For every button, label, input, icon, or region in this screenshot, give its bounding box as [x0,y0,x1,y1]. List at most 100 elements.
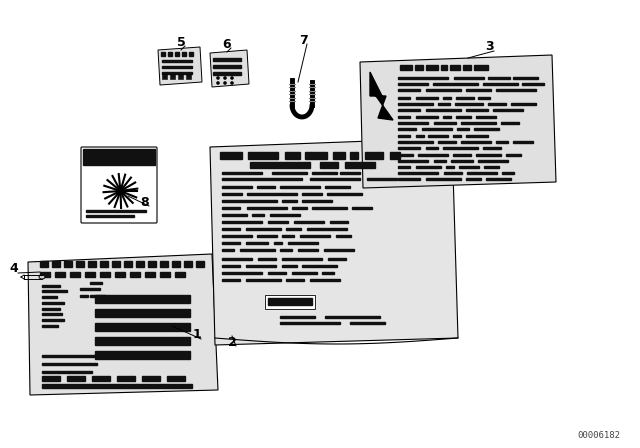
Bar [324,249,354,251]
Bar [42,355,102,358]
Bar [222,207,240,210]
Bar [184,261,192,267]
Bar [240,249,275,251]
Bar [302,193,322,195]
Bar [459,166,479,168]
Bar [506,154,521,156]
Bar [294,221,324,224]
Bar [426,109,461,112]
Bar [466,178,481,181]
Bar [438,103,450,105]
Bar [478,97,490,99]
Bar [398,109,420,112]
Bar [265,295,315,309]
Bar [426,147,438,150]
Bar [160,261,168,267]
Ellipse shape [39,275,45,279]
Text: 6: 6 [223,38,231,51]
Bar [40,261,48,267]
Bar [434,122,456,125]
Bar [247,207,287,210]
Bar [280,316,315,319]
Bar [286,279,304,281]
Bar [456,97,474,99]
Bar [248,152,278,159]
Bar [320,162,338,168]
Bar [466,89,491,91]
Bar [312,207,347,210]
Bar [168,52,172,56]
Bar [117,376,135,381]
Bar [42,302,64,305]
Bar [333,152,345,159]
Bar [86,215,134,217]
Bar [272,172,307,175]
Bar [115,272,125,277]
Text: 8: 8 [141,195,149,208]
Bar [367,178,397,181]
FancyBboxPatch shape [81,147,157,223]
Bar [443,97,451,99]
Bar [466,109,488,112]
Bar [345,162,375,168]
Bar [222,178,302,181]
Bar [83,149,155,165]
Bar [390,152,400,159]
Bar [398,103,433,105]
Polygon shape [158,47,202,85]
Text: 4: 4 [10,263,19,276]
Bar [416,116,438,119]
Bar [336,235,351,237]
Bar [265,295,315,309]
Bar [170,74,175,79]
Bar [416,97,438,99]
Circle shape [117,188,124,194]
Bar [415,65,423,70]
Bar [124,261,132,267]
Bar [268,272,286,275]
Bar [268,221,288,224]
Bar [438,141,456,143]
Bar [461,141,491,143]
Bar [292,272,317,275]
Bar [163,75,166,78]
Bar [310,279,340,281]
Bar [222,249,234,251]
Bar [222,235,252,237]
Bar [258,258,276,260]
Bar [246,228,281,231]
Bar [179,75,182,78]
Bar [172,261,180,267]
Bar [496,141,508,143]
Text: 5: 5 [177,35,186,48]
Bar [213,58,241,61]
Bar [175,52,179,56]
Bar [398,172,438,175]
Bar [252,214,264,216]
Bar [451,160,473,163]
Bar [433,83,478,86]
Bar [325,186,350,189]
Bar [398,160,428,163]
Bar [222,193,242,195]
Bar [213,65,241,68]
Bar [282,235,294,237]
Bar [145,272,155,277]
Bar [486,178,511,181]
Text: 00006182: 00006182 [577,431,620,439]
Bar [330,221,348,224]
Bar [501,122,519,125]
Bar [461,122,496,125]
Bar [220,152,242,159]
Bar [42,325,58,327]
Bar [398,89,420,91]
Bar [42,296,57,298]
Bar [90,282,102,284]
Bar [513,77,538,79]
Bar [456,116,471,119]
Bar [196,261,204,267]
Bar [246,265,276,267]
Bar [95,295,190,303]
Bar [522,83,544,86]
Bar [476,154,501,156]
